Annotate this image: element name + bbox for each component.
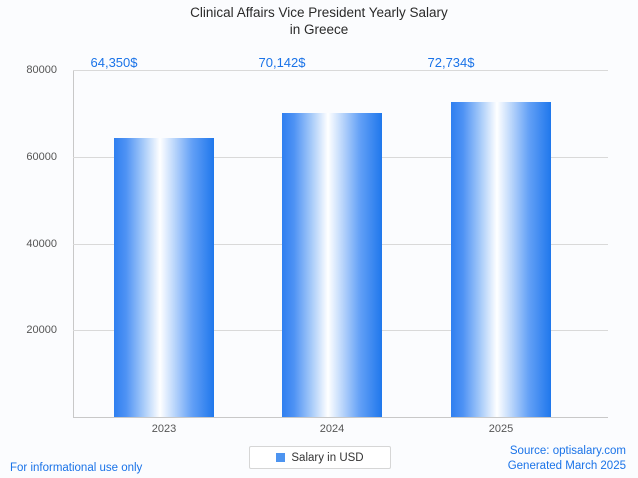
x-tick-label-2025: 2025	[488, 423, 514, 435]
source-block: Source: optisalary.com Generated March 2…	[508, 444, 626, 474]
bar-value-2024: 70,142$	[258, 55, 306, 70]
legend-label-salary: Salary in USD	[291, 451, 364, 464]
y-tick-label-20000: 20000	[26, 324, 57, 337]
chart-title: Clinical Affairs Vice President Yearly S…	[190, 5, 448, 37]
bar-2025[interactable]	[451, 101, 551, 417]
legend[interactable]: Salary in USD	[249, 446, 391, 469]
x-axis-line	[73, 417, 608, 418]
bar-value-2025: 72,734$	[427, 55, 475, 70]
plot-area: 80000 60000 40000 20000 2023 2024 2025	[26, 64, 608, 435]
bar-2024[interactable]	[282, 112, 382, 417]
y-tick-label-80000: 80000	[26, 64, 57, 76]
y-tick-label-40000: 40000	[26, 237, 57, 250]
gridline-80000: 80000	[26, 64, 608, 76]
source-text: Source: optisalary.com	[509, 445, 626, 457]
bar-value-2023: 64,350$	[90, 55, 138, 70]
legend-swatch-icon	[276, 453, 286, 462]
disclaimer-text: For informational use only	[10, 462, 143, 474]
x-tick-label-2024: 2024	[319, 423, 345, 435]
generated-text: Generated March 2025	[507, 460, 626, 472]
y-tick-label-60000: 60000	[26, 150, 57, 163]
x-tick-label-2023: 2023	[151, 423, 177, 435]
bar-2023[interactable]	[114, 137, 214, 417]
